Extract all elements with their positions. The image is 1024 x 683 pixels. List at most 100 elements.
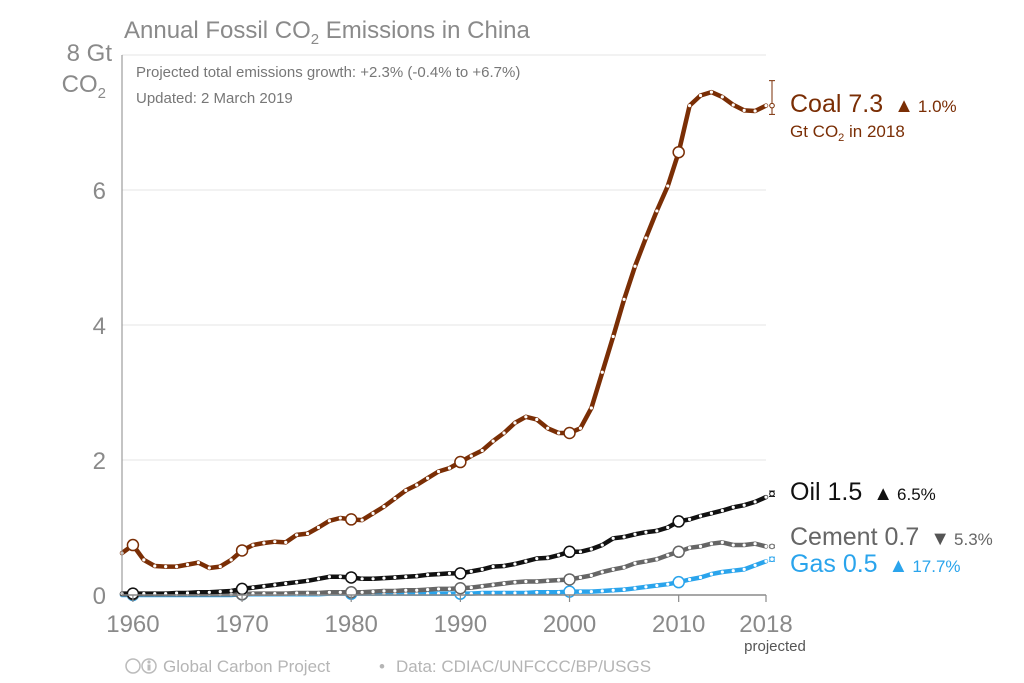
coal-point: [262, 541, 266, 545]
oil-point: [273, 583, 277, 587]
coal-point: [371, 511, 375, 515]
coal-decade-marker: [672, 145, 685, 159]
coal-point: [273, 540, 277, 544]
gas-point: [600, 589, 604, 593]
gas-point: [698, 575, 703, 580]
cement-point: [305, 591, 310, 595]
coal-point: [611, 334, 615, 339]
coal-point: [546, 426, 550, 430]
oil-point: [207, 590, 211, 594]
coal-point: [415, 483, 419, 487]
coal-point: [284, 540, 288, 544]
footer-data-source: Data: CDIAC/UNFCCC/BP/USGS: [396, 657, 651, 676]
coal-point: [164, 565, 168, 569]
gas-point: [666, 582, 670, 586]
coal-decade-marker: [344, 513, 358, 526]
cement-point: [491, 583, 495, 587]
gas-point: [764, 559, 768, 563]
gas-point: [709, 572, 714, 576]
coal-point: [382, 504, 386, 509]
oil-point: [655, 529, 659, 533]
oil-decade-marker: [454, 567, 467, 580]
gridlines: [122, 54, 766, 461]
cement-point: [633, 561, 637, 565]
coal-point: [731, 103, 735, 107]
coal-point: [185, 563, 190, 567]
oil-point: [687, 517, 692, 522]
y-unit-label-bottom: CO2: [62, 71, 106, 102]
oil-point: [196, 590, 201, 594]
coal-point: [174, 565, 179, 569]
gas-point: [578, 590, 583, 594]
coal-point: [393, 496, 397, 501]
coal-point: [207, 566, 211, 570]
coal-point: [469, 454, 473, 458]
oil-point: [742, 503, 746, 507]
cement-point: [415, 588, 419, 592]
footer-org: Global Carbon Project: [163, 657, 331, 676]
growth-note: Projected total emissions growth: +2.3% …: [136, 64, 520, 81]
coal-series-line: [119, 89, 769, 571]
oil-point: [371, 577, 375, 581]
oil-point: [502, 564, 506, 568]
gas-point: [611, 588, 615, 592]
coal-point: [753, 109, 757, 113]
y-tick-label: 0: [93, 583, 106, 610]
coal-decade-marker: [454, 455, 467, 469]
cement-point: [546, 579, 550, 583]
gas-point: [622, 588, 626, 592]
gas-point: [589, 590, 593, 594]
cement-decade-marker: [454, 582, 467, 595]
coal-point: [142, 558, 146, 562]
gas-point: [480, 591, 484, 595]
coal-point: [589, 406, 593, 410]
coal-unit-label: Gt CO2 in 2018: [790, 122, 905, 144]
coal-point: [218, 565, 222, 569]
cement-point: [666, 553, 670, 557]
x-tick-label: 2018: [739, 611, 792, 638]
cement-point: [447, 587, 452, 591]
cement-point: [753, 542, 757, 546]
oil-point: [415, 574, 419, 578]
x-tick-label: 2000: [543, 611, 596, 638]
coal-point: [687, 104, 692, 108]
x-tick-label: 1970: [215, 611, 268, 638]
gas-point: [644, 585, 648, 589]
oil-point: [633, 532, 637, 536]
oil-point: [698, 514, 703, 518]
coal-point: [698, 93, 703, 98]
oil-point: [305, 579, 310, 583]
gas-point: [633, 586, 637, 590]
coal-point: [557, 431, 561, 435]
cement-point: [371, 590, 375, 594]
coal-point: [655, 209, 659, 213]
cement-point: [589, 573, 593, 578]
oil-point: [589, 547, 593, 551]
gas-point: [502, 591, 506, 595]
gas-decade-marker: [672, 575, 685, 589]
oil-decade-marker: [344, 571, 358, 584]
cement-point: [687, 546, 692, 550]
gas-point: [753, 563, 757, 567]
projected-label: projected: [744, 638, 806, 655]
cement-point: [535, 579, 539, 584]
coal-point: [578, 426, 583, 430]
oil-point: [382, 576, 386, 580]
gas-point: [720, 570, 724, 574]
oil-label: Oil 1.5 ▲ 6.5%: [790, 478, 936, 506]
coal-point: [524, 415, 528, 419]
oil-point: [262, 584, 266, 588]
coal-point: [491, 439, 495, 443]
coal-point: [666, 184, 670, 188]
cement-point: [404, 588, 408, 592]
cement-point: [698, 544, 703, 549]
updated-note: Updated: 2 March 2019: [136, 90, 293, 107]
coal-decade-marker: [563, 426, 576, 440]
cement-point: [426, 588, 430, 592]
cement-point: [502, 581, 506, 586]
cement-decade-marker: [563, 573, 576, 586]
oil-point: [709, 511, 714, 515]
coal-label: Coal 7.3 ▲ 1.0%: [790, 90, 957, 118]
axes: 0 2 4 6 1960 1970 1980 1990 2000 2010 2018: [93, 55, 793, 638]
